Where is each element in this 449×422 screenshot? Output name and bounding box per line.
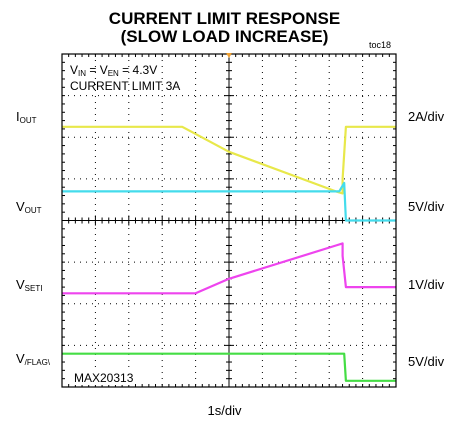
label-vflag: V/FLAG\ — [16, 352, 50, 370]
label-vout: VOUT — [16, 200, 42, 218]
scale-iout: 2A/div — [408, 109, 445, 124]
scale-vout: 5V/div — [408, 199, 445, 214]
trace-v-set — [62, 242, 396, 295]
label-vflag-sub: /FLAG\ — [24, 358, 51, 367]
traces — [62, 125, 396, 382]
vin-label: V — [70, 63, 79, 77]
trace-v-out — [62, 181, 396, 222]
equals-sign: = — [86, 63, 100, 77]
label-vset-sub: SETI — [24, 284, 43, 293]
trigger-marker-icon — [226, 53, 232, 58]
label-vout-main: V — [16, 199, 25, 214]
chart-title-line2: (SLOW LOAD INCREASE) — [120, 27, 329, 46]
x-axis-label: 1s/div — [207, 403, 242, 418]
vin-subscript: IN — [78, 69, 87, 78]
figure-code: toc18 — [369, 40, 392, 50]
label-vflag-main: V — [16, 351, 25, 366]
trace-v-flag — [62, 352, 396, 382]
label-iout: IOUT — [16, 110, 37, 128]
label-vset: VSETI — [16, 278, 42, 296]
label-vout-sub: OUT — [24, 206, 42, 215]
label-iout-main: I — [16, 109, 20, 124]
label-iout-sub: OUT — [19, 116, 37, 125]
scale-vset: 1V/div — [408, 277, 445, 292]
label-vset-main: V — [16, 277, 25, 292]
conditions-line2: CURRENT LIMIT 3A — [70, 79, 181, 93]
ven-subscript: EN — [107, 69, 119, 78]
chart-title-line1: CURRENT LIMIT RESPONSE — [108, 9, 341, 28]
voltage-value: = 4.3V — [118, 63, 158, 77]
ven-label: V — [99, 63, 108, 77]
scale-vflag: 5V/div — [408, 354, 445, 369]
conditions-line1: VIN = VEN = 4.3V — [70, 64, 157, 80]
part-number: MAX20313 — [72, 371, 136, 385]
